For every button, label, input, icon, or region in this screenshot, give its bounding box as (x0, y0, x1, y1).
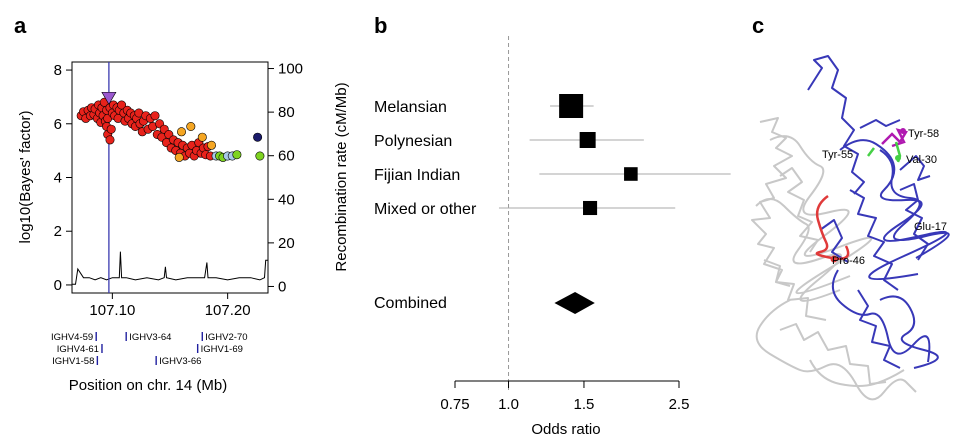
val30-marker (895, 155, 901, 161)
combined-diamond (554, 292, 595, 314)
y2-tick-label: 0 (278, 278, 286, 295)
label-pro-46: Pro-46 (832, 255, 865, 267)
odds-ratio-axis: 0.75 1.0 1.5 2.5 (440, 380, 690, 413)
y-axis-label-a: log10(Bayes' factor) (17, 111, 34, 244)
label-tyr-58: Tyr-58 (908, 128, 939, 140)
snp-point (253, 132, 263, 142)
recombination-rate-line (72, 251, 268, 285)
grey-chain (751, 117, 917, 401)
snp-point (207, 140, 217, 150)
gene-label: IGHV1-69 (201, 344, 243, 355)
protein-structure: Tyr-58 Tyr-55 Val-30 Glu-17 Pro-46 (751, 55, 950, 401)
panel-letter-c: c (752, 13, 764, 38)
label-val-30: Val-30 (906, 154, 937, 166)
y2-tick-label: 60 (278, 148, 295, 165)
blue-chain (807, 55, 950, 369)
snp-point (105, 135, 115, 145)
forest-rows: Melansian Polynesian Fijian Indian Mixed or… (374, 94, 731, 314)
gene-label: IGHV3-64 (129, 332, 171, 343)
snp-point (232, 150, 242, 160)
or-square (624, 167, 638, 181)
population-label: Melansian (374, 99, 447, 116)
label-tyr-55: Tyr-55 (822, 149, 853, 161)
pro46-marker (830, 255, 838, 263)
green-segment-2 (867, 147, 875, 157)
x-axis: 107.10 107.20 (89, 293, 251, 319)
or-square (583, 200, 598, 216)
x-tick-label: 2.5 (669, 396, 690, 413)
tyr58-marker (900, 128, 906, 134)
x-tick-label: 0.75 (440, 396, 469, 413)
snp-point (150, 111, 160, 121)
panel-letter-a: a (14, 13, 27, 38)
x-axis-label-b: Odds ratio (531, 421, 600, 438)
gene-label: IGHV1-58 (52, 356, 94, 367)
snp-point (197, 132, 207, 142)
y-tick-label: 2 (54, 223, 62, 240)
forest-plot: Melansian Polynesian Fijian Indian Mixed or… (374, 36, 731, 438)
snp-point (255, 151, 265, 161)
population-label: Fijian Indian (374, 167, 460, 184)
x-tick-label: 107.20 (205, 302, 251, 319)
x-tick-label: 1.0 (498, 396, 519, 413)
left-y-axis: 0 2 4 6 8 (54, 62, 72, 294)
snp-point (106, 124, 116, 134)
panel-letter-b: b (374, 13, 387, 38)
label-glu-17: Glu-17 (914, 221, 947, 233)
gene-label: IGHV4-61 (57, 344, 99, 355)
combined-label: Combined (374, 295, 447, 312)
x-tick-label: 1.5 (574, 396, 595, 413)
gene-label: IGHV4-59 (51, 332, 93, 343)
gene-label: IGHV2-70 (205, 332, 247, 343)
y-tick-label: 6 (54, 116, 62, 133)
gene-label: IGHV3-66 (159, 356, 201, 367)
snp-point (174, 152, 184, 162)
snp-point (186, 122, 196, 132)
y-tick-label: 8 (54, 62, 62, 79)
lead-snp-marker (101, 91, 117, 105)
population-label: Mixed or other (374, 201, 477, 218)
y2-axis-label-a: Recombination rate (cM/Mb) (333, 82, 350, 271)
y2-tick-label: 20 (278, 235, 295, 252)
association-plot: 0 2 4 6 8 0 20 40 60 80 100 107.10 107.20 IGHV4-59… (17, 61, 350, 394)
snp-points (76, 91, 265, 162)
y2-tick-label: 80 (278, 104, 295, 121)
recombination-line (72, 251, 268, 285)
population-label: Polynesian (374, 133, 452, 150)
snp-point (177, 127, 187, 137)
y-tick-label: 0 (54, 277, 62, 294)
or-square (559, 94, 584, 118)
y2-tick-label: 40 (278, 191, 295, 208)
right-y-axis: 0 20 40 60 80 100 (268, 61, 303, 295)
y-tick-label: 4 (54, 170, 62, 187)
or-square (579, 132, 596, 148)
x-tick-label: 107.10 (89, 302, 135, 319)
x-axis-label-a: Position on chr. 14 (Mb) (69, 377, 227, 394)
plot-frame-a (71, 61, 269, 294)
magenta-loop (881, 128, 908, 148)
y2-tick-label: 100 (278, 61, 303, 78)
